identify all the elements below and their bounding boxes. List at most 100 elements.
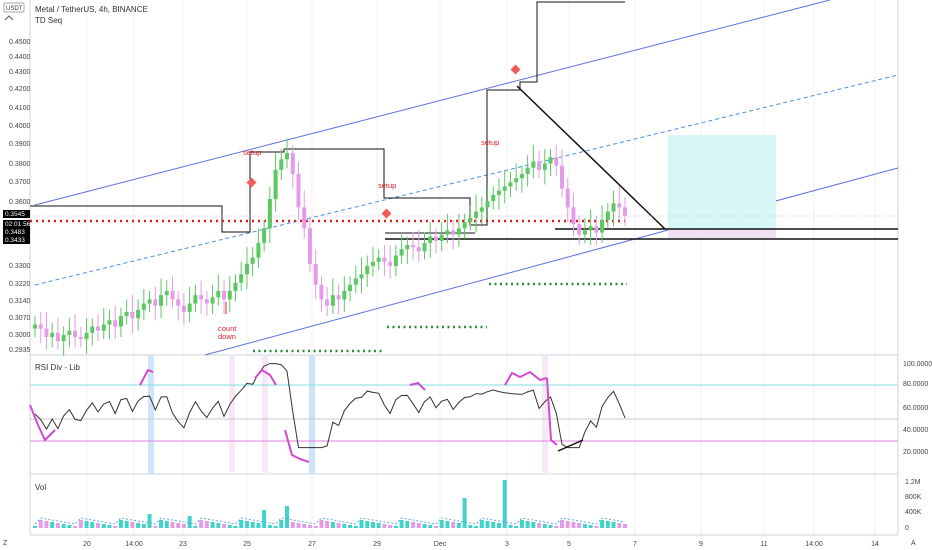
volume-bar <box>582 524 587 528</box>
time-tick-label: 25 <box>243 541 251 548</box>
volume-tick-label: 400K <box>905 509 922 516</box>
candle-body <box>285 153 290 160</box>
candle-body <box>44 328 49 337</box>
price-tag <box>3 236 30 244</box>
price-tag <box>3 228 30 236</box>
volume-bar <box>411 522 416 528</box>
price-tick-label: 0.2935 <box>9 347 31 354</box>
time-axis[interactable]: 20 14:00 23 25 27 29 Dec 3 5 7 9 11 14:00 14 <box>83 541 879 548</box>
volume-bar <box>227 525 232 528</box>
rsi-overbought-segment-3 <box>409 381 426 391</box>
volume-series <box>33 480 627 528</box>
rsi-tick-label: 60.0000 <box>903 405 928 412</box>
candle-body <box>456 228 461 235</box>
volume-bar <box>623 524 627 528</box>
channel-lower-line[interactable] <box>204 167 899 356</box>
volume-bar <box>44 521 49 528</box>
candle-body <box>325 299 330 306</box>
candle-body <box>290 153 295 174</box>
volume-label[interactable]: Vol <box>35 483 46 492</box>
volume-bar <box>399 520 404 528</box>
rsi-drop-segment <box>546 377 558 446</box>
candle-body <box>61 334 66 342</box>
candlestick-series <box>33 138 627 356</box>
rsi-label[interactable]: RSI Div - Lib <box>35 363 80 372</box>
volume-bar <box>313 526 318 528</box>
volume-bar <box>485 521 490 528</box>
volume-bar <box>193 526 198 528</box>
price-tag-label: 0.3483 <box>5 229 25 236</box>
chart-title: Metal / TetherUS, 4h, BINANCE <box>35 5 148 14</box>
volume-bar <box>416 523 421 528</box>
volume-bar <box>479 520 484 528</box>
volume-bar <box>153 526 158 528</box>
resistance-trendline[interactable] <box>516 85 666 230</box>
volume-bar <box>456 523 461 528</box>
candle-body <box>623 207 627 216</box>
candle-body <box>577 224 582 235</box>
auto-scale-button[interactable]: A <box>911 540 916 547</box>
channel-upper-line[interactable] <box>34 0 831 206</box>
volume-bar <box>130 522 135 528</box>
candle-body <box>73 330 78 337</box>
candle-body <box>502 186 507 191</box>
rsi-highlight-5 <box>542 355 548 474</box>
candle-body <box>405 245 410 250</box>
time-tick-label: 29 <box>373 541 381 548</box>
price-axis[interactable]: 0.4500 0.4400 0.4300 0.4200 0.4100 0.4000 0.39… <box>9 39 31 354</box>
candle-body <box>55 332 60 342</box>
candle-body <box>233 282 238 292</box>
volume-bar <box>307 525 312 528</box>
volume-tick-label: 0 <box>905 525 909 532</box>
candle-body <box>548 157 553 164</box>
price-tick-label: 0.3700 <box>9 179 31 186</box>
time-tick-label: 20 <box>83 541 91 548</box>
candle-body <box>101 324 106 331</box>
price-tick-label: 0.3300 <box>9 263 31 270</box>
indicator-label[interactable]: TD Seq <box>35 16 62 25</box>
volume-bar <box>204 521 209 528</box>
volume-bar <box>502 480 507 528</box>
volume-tick-label: 800K <box>905 494 922 501</box>
chevron-up-icon[interactable] <box>4 15 14 21</box>
zoom-icon[interactable]: Z <box>3 540 8 547</box>
channel-median-line[interactable] <box>34 74 899 286</box>
candle-body <box>193 295 198 304</box>
volume-bar <box>451 522 456 528</box>
candle-body <box>496 190 501 195</box>
candle-body <box>559 165 564 189</box>
candle-body <box>531 161 536 168</box>
candle-body <box>525 167 530 174</box>
price-tick-label: 0.3140 <box>9 298 31 305</box>
candle-body <box>365 265 370 275</box>
price-tag-label: 02:01:56 <box>5 221 31 228</box>
candle-body <box>433 236 438 241</box>
candle-body <box>445 230 450 235</box>
time-tick-label: 14:00 <box>805 541 823 548</box>
volume-bar <box>588 525 593 528</box>
rsi-highlight-3 <box>229 355 235 474</box>
candle-body <box>107 320 112 325</box>
candle-body <box>33 324 37 329</box>
candle-body <box>210 297 215 304</box>
candle-body <box>519 173 524 179</box>
volume-bar <box>519 520 524 528</box>
candle-body <box>118 316 123 327</box>
time-tick-label: 7 <box>633 541 637 548</box>
volume-bar <box>33 526 37 528</box>
currency-badge <box>3 2 25 13</box>
volume-bar <box>393 526 398 528</box>
volume-bar <box>542 524 547 528</box>
volume-axis: 1.2M 800K 400K 0 <box>905 479 922 532</box>
volume-bar <box>600 520 605 528</box>
candle-body <box>113 320 118 327</box>
volume-bar <box>78 520 83 528</box>
volume-bar <box>559 520 564 528</box>
candle-body <box>491 194 496 202</box>
volume-bar <box>565 521 570 528</box>
candle-body <box>38 324 43 329</box>
volume-bar <box>325 521 330 528</box>
volume-bar <box>38 520 43 528</box>
